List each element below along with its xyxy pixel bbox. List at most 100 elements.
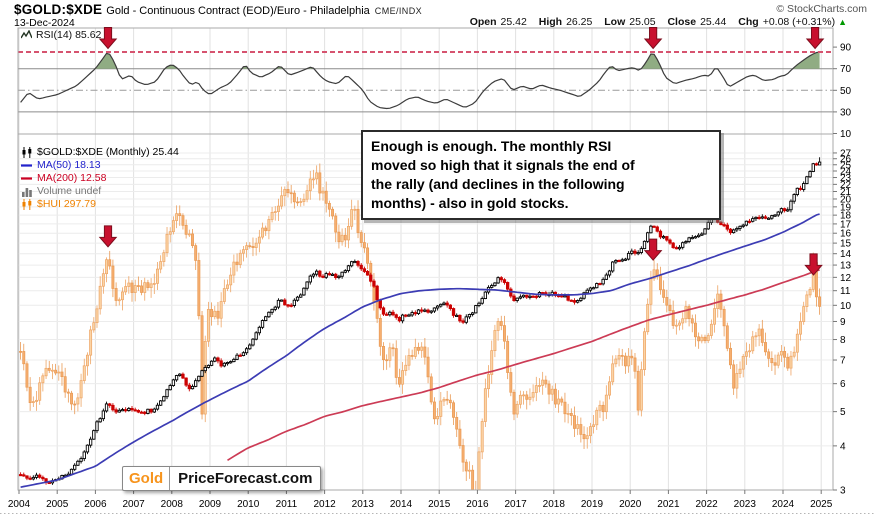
goldpriceforecast-logo: Gold PriceForecast.com xyxy=(122,466,322,491)
rsi-pane-label: RSI(14) 85.62 xyxy=(20,29,101,41)
close-label: Close xyxy=(667,16,697,28)
svg-text:21: 21 xyxy=(840,187,852,198)
down-arrow xyxy=(805,26,825,50)
svg-text:2012: 2012 xyxy=(313,499,336,510)
price-pane xyxy=(18,157,822,490)
copyright-label: © StockCharts.com xyxy=(776,3,867,15)
svg-text:27: 27 xyxy=(840,148,852,159)
svg-text:90: 90 xyxy=(840,43,852,54)
svg-text:6: 6 xyxy=(840,379,846,390)
svg-text:2024: 2024 xyxy=(772,499,795,510)
svg-text:22: 22 xyxy=(840,180,852,191)
svg-text:2014: 2014 xyxy=(390,499,413,510)
svg-text:2009: 2009 xyxy=(199,499,222,510)
svg-text:2013: 2013 xyxy=(352,499,375,510)
svg-text:15: 15 xyxy=(840,239,852,250)
legend-item-ma50: MA(50) 18.13 xyxy=(21,159,179,172)
main-legend: $GOLD:$XDE (Monthly) 25.44 MA(50) 18.13 … xyxy=(21,146,179,211)
low-value: 25.05 xyxy=(629,16,656,28)
svg-text:20: 20 xyxy=(840,194,852,205)
high-label: High xyxy=(538,16,563,28)
close-value: 25.44 xyxy=(700,16,727,28)
svg-text:9: 9 xyxy=(840,317,846,328)
svg-text:2023: 2023 xyxy=(734,499,757,510)
low-label: Low xyxy=(604,16,626,28)
candlestick-icon xyxy=(21,147,33,158)
legend-label: MA(200) 12.58 xyxy=(37,172,107,184)
indicator-line-icon xyxy=(20,30,32,40)
chart-header: $GOLD:$XDE Gold - Continuous Contract (EO… xyxy=(14,2,422,17)
svg-text:8: 8 xyxy=(840,335,846,346)
ohlc-quote-row: Open 25.42 High 26.25 Low 25.05 Close 25.44 … xyxy=(470,16,847,28)
annotation-line: months) - also in gold stocks. xyxy=(371,195,569,211)
exchange-label: CME/INDX xyxy=(374,6,422,16)
svg-text:10: 10 xyxy=(840,129,852,140)
svg-text:19: 19 xyxy=(840,202,852,213)
svg-text:2006: 2006 xyxy=(84,499,107,510)
chg-direction-icon: ▲ xyxy=(838,17,847,27)
svg-text:2015: 2015 xyxy=(428,499,451,510)
rsi-pane-border xyxy=(17,27,834,135)
open-value: 25.42 xyxy=(500,16,527,28)
legend-label: $HUI 297.79 xyxy=(37,198,96,210)
candlestick-icon xyxy=(21,199,33,210)
svg-text:5: 5 xyxy=(840,407,846,418)
svg-text:2019: 2019 xyxy=(581,499,604,510)
year-gridlines xyxy=(18,28,822,490)
svg-text:23: 23 xyxy=(840,173,852,184)
symbol-description: Gold - Continuous Contract (EOD)/Euro - … xyxy=(106,5,370,17)
down-arrow xyxy=(98,225,118,248)
svg-text:2011: 2011 xyxy=(276,499,298,510)
svg-text:25: 25 xyxy=(840,160,852,171)
logo-gold-text: Gold xyxy=(123,467,171,490)
legend-item-ma200: MA(200) 12.58 xyxy=(21,172,179,185)
svg-text:4: 4 xyxy=(840,441,846,452)
svg-text:2018: 2018 xyxy=(543,499,566,510)
legend-label: $GOLD:$XDE (Monthly) 25.44 xyxy=(37,146,179,158)
svg-text:2022: 2022 xyxy=(695,499,718,510)
svg-text:7: 7 xyxy=(840,356,846,367)
down-arrow xyxy=(98,26,118,50)
chg-label: Chg xyxy=(738,16,759,28)
ma-line-icon xyxy=(21,173,33,184)
chart-date: 13-Dec-2024 xyxy=(14,17,75,29)
svg-text:26: 26 xyxy=(840,154,852,165)
gold-candle-series xyxy=(18,157,822,485)
volume-bars-icon xyxy=(21,186,33,197)
ma-line-icon xyxy=(21,160,33,171)
down-arrow xyxy=(643,238,663,261)
open-label: Open xyxy=(469,16,497,28)
svg-text:2021: 2021 xyxy=(657,499,680,510)
ma-line xyxy=(20,213,820,489)
down-arrow xyxy=(643,26,663,50)
rsi-pane xyxy=(18,50,833,113)
svg-text:2004: 2004 xyxy=(8,499,31,510)
svg-text:12: 12 xyxy=(840,273,852,284)
svg-text:2020: 2020 xyxy=(619,499,642,510)
svg-text:70: 70 xyxy=(840,64,852,75)
svg-text:2008: 2008 xyxy=(161,499,184,510)
svg-text:2007: 2007 xyxy=(122,499,145,510)
chg-value: +0.08 (+0.31%) xyxy=(762,16,836,28)
svg-text:2025: 2025 xyxy=(810,499,833,510)
annotation-line: Enough is enough. The monthly RSI xyxy=(371,138,612,154)
svg-text:10: 10 xyxy=(840,301,852,312)
svg-text:24: 24 xyxy=(840,167,852,178)
hui-overlay-series xyxy=(19,163,822,490)
legend-label: Volume undef xyxy=(37,185,102,197)
annotation-line: moved so high that it signals the end of xyxy=(371,157,635,173)
logo-priceforecast-text: PriceForecast.com xyxy=(178,470,313,487)
ma-line xyxy=(227,269,820,462)
axis-labels: 9070503010272625242322212019181716151413… xyxy=(0,43,875,514)
svg-text:2010: 2010 xyxy=(237,499,260,510)
legend-label: MA(50) 18.13 xyxy=(37,159,101,171)
svg-text:17: 17 xyxy=(840,219,852,230)
svg-text:50: 50 xyxy=(840,86,852,97)
high-value: 26.25 xyxy=(566,16,593,28)
legend-item-gold-xde: $GOLD:$XDE (Monthly) 25.44 xyxy=(21,146,179,159)
svg-text:2016: 2016 xyxy=(466,499,489,510)
svg-text:11: 11 xyxy=(840,286,851,297)
